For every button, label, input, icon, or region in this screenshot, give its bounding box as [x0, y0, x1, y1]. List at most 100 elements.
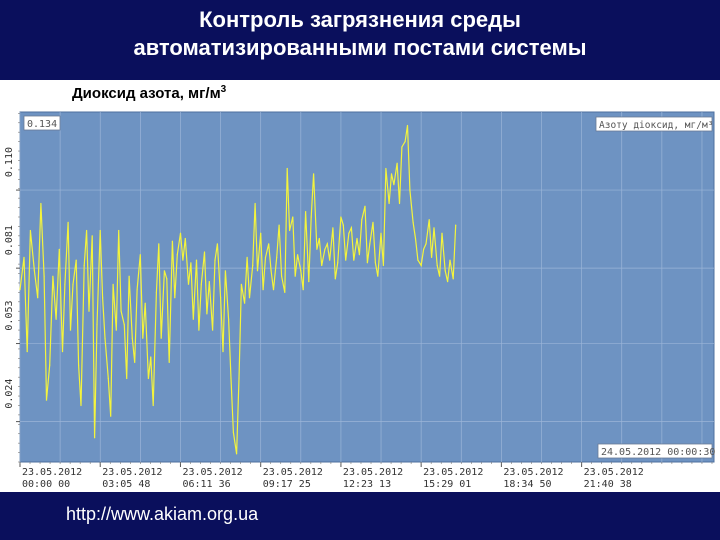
y-tick-label: 0.053 [4, 300, 15, 330]
data-point [206, 313, 208, 315]
data-point [67, 221, 69, 223]
data-point [286, 167, 288, 170]
data-point [372, 221, 374, 223]
data-point [110, 415, 112, 417]
data-point [102, 297, 104, 299]
data-point [433, 227, 435, 229]
data-point [23, 256, 25, 258]
data-point [107, 377, 109, 380]
data-point [176, 254, 178, 256]
data-point [390, 173, 393, 175]
legend-label: Азоту діоксид, мг/м³ [599, 120, 713, 131]
data-point [246, 256, 248, 258]
data-point [126, 377, 128, 380]
data-point [388, 202, 390, 205]
data-point [447, 281, 449, 283]
data-point [94, 437, 96, 439]
data-point [393, 184, 395, 186]
data-point [171, 240, 173, 242]
data-point [49, 364, 51, 366]
data-point [377, 275, 379, 277]
data-point [190, 262, 192, 264]
data-point [198, 329, 200, 331]
x-tick-label-time: 12:23 13 [343, 479, 391, 490]
data-point [420, 264, 422, 267]
data-point [369, 243, 371, 245]
data-point [83, 264, 85, 267]
data-point [220, 297, 222, 299]
x-tick-label-date: 23.05.2012 [503, 467, 563, 478]
data-point [308, 281, 310, 283]
data-point [289, 229, 291, 232]
data-point [297, 254, 299, 256]
data-point [29, 229, 31, 232]
x-tick-label-time: 00:00 00 [22, 479, 70, 490]
data-point [406, 124, 409, 127]
data-point [230, 377, 232, 380]
data-point [75, 259, 77, 261]
data-point [385, 167, 387, 170]
data-point [134, 361, 136, 363]
legend-box [595, 116, 713, 132]
data-point [260, 232, 262, 234]
data-point [33, 270, 36, 272]
data-point [252, 264, 254, 267]
data-point [195, 259, 198, 261]
data-point [356, 237, 358, 240]
data-point [192, 318, 194, 320]
data-point [152, 404, 154, 407]
data-point [118, 229, 120, 232]
data-point [334, 278, 336, 280]
data-point [203, 251, 206, 253]
website-url: http://www.akiam.org.ua [66, 504, 259, 524]
data-point [147, 377, 149, 380]
data-point [228, 318, 230, 320]
data-point [324, 248, 326, 250]
data-point [78, 364, 80, 366]
data-point [174, 297, 176, 299]
data-point [366, 262, 368, 264]
x-tick-label-date: 23.05.2012 [584, 467, 644, 478]
slide-title-line-2: автоматизированными постами системы [133, 35, 587, 60]
plot-area [19, 111, 715, 463]
data-point [423, 248, 425, 250]
data-point [222, 351, 224, 353]
data-point [136, 289, 138, 291]
data-point [158, 243, 160, 245]
data-point [123, 324, 125, 326]
data-point [455, 224, 457, 226]
data-point [212, 329, 214, 331]
slide-title: Контроль загрязнения среды автоматизиров… [0, 6, 720, 62]
data-point [200, 283, 202, 285]
data-point [144, 302, 146, 304]
data-point [425, 243, 427, 245]
date-readout-box [597, 443, 713, 459]
data-point [139, 254, 141, 256]
data-point [305, 211, 307, 213]
data-point [412, 221, 414, 223]
data-point [131, 337, 133, 339]
data-point [401, 146, 403, 148]
data-point [439, 275, 441, 277]
data-point [72, 283, 74, 285]
data-point [91, 235, 93, 237]
data-point [321, 264, 323, 267]
x-tick-label-time: 15:29 01 [423, 479, 471, 490]
data-point [115, 329, 117, 331]
chart-subtitle-text: Диоксид азота, мг/м [72, 85, 221, 102]
data-point [238, 377, 240, 380]
data-point [350, 227, 352, 229]
data-point [208, 281, 210, 283]
x-tick-label-date: 23.05.2012 [22, 467, 82, 478]
data-point [236, 453, 238, 455]
x-tick-label-date: 23.05.2012 [182, 467, 242, 478]
data-point [86, 229, 88, 232]
data-point [318, 237, 320, 240]
data-point [294, 275, 296, 277]
data-point [264, 256, 267, 258]
data-point [160, 337, 162, 339]
data-point [64, 283, 66, 285]
data-point [37, 297, 39, 299]
slide-title-line-1: Контроль загрязнения среды [199, 7, 521, 32]
chart-subtitle-unit-exponent: 3 [220, 84, 227, 95]
